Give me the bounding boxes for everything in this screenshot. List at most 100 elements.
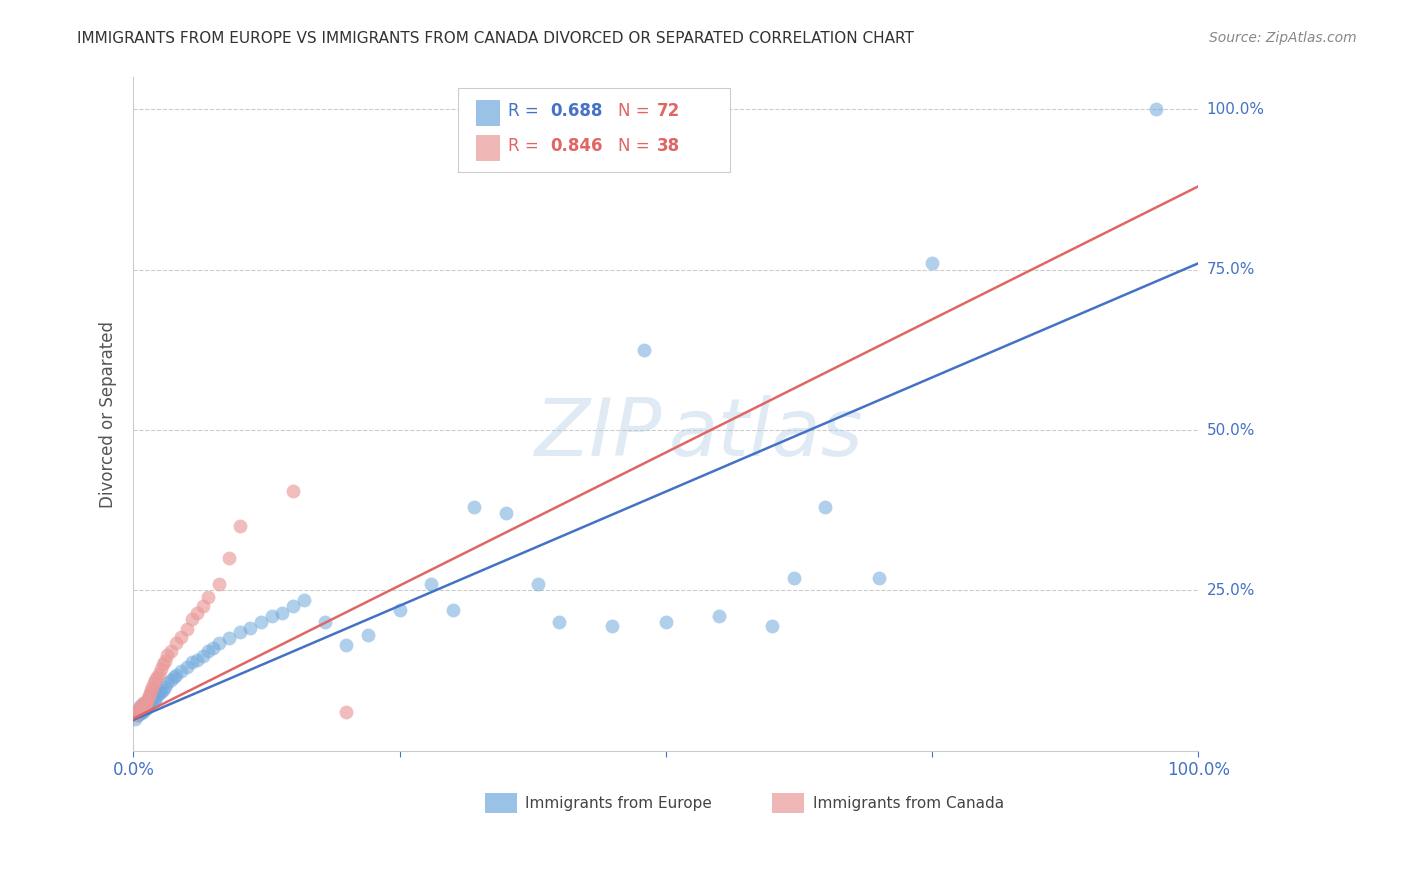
Text: 0.846: 0.846 — [551, 136, 603, 155]
Point — [165, 668, 187, 682]
Text: Immigrants from Europe: Immigrants from Europe — [526, 796, 711, 811]
Point — [292, 593, 315, 607]
Point — [159, 673, 181, 688]
Point — [165, 636, 187, 650]
Text: R =: R = — [508, 102, 544, 120]
Point — [132, 696, 155, 710]
Text: IMMIGRANTS FROM EUROPE VS IMMIGRANTS FROM CANADA DIVORCED OR SEPARATED CORRELATI: IMMIGRANTS FROM EUROPE VS IMMIGRANTS FRO… — [77, 31, 914, 46]
Point — [218, 632, 240, 646]
Point — [155, 654, 177, 668]
Point — [135, 702, 157, 716]
Point — [335, 705, 357, 719]
Point — [132, 702, 155, 716]
Point — [761, 618, 783, 632]
Point — [176, 622, 198, 636]
Point — [139, 692, 162, 706]
Point — [191, 648, 214, 663]
Point — [159, 644, 181, 658]
Point — [134, 700, 156, 714]
Point — [180, 612, 202, 626]
Point — [186, 653, 208, 667]
Point — [131, 698, 153, 713]
Point — [388, 602, 411, 616]
Bar — [772, 793, 804, 814]
Text: N =: N = — [617, 136, 655, 155]
Point — [633, 343, 655, 357]
Point — [868, 570, 890, 584]
Point — [229, 625, 252, 640]
Text: 25.0%: 25.0% — [1206, 582, 1254, 598]
Point — [191, 599, 214, 614]
Point — [148, 686, 170, 700]
Point — [131, 704, 153, 718]
Point — [152, 682, 174, 697]
Point — [170, 630, 193, 644]
Point — [132, 700, 155, 714]
Point — [141, 680, 163, 694]
Point — [127, 704, 149, 718]
Point — [135, 696, 157, 710]
Point — [141, 696, 163, 710]
Point — [141, 682, 163, 697]
Point — [128, 705, 150, 719]
Point — [142, 676, 165, 690]
Point — [124, 708, 146, 723]
Point — [150, 684, 173, 698]
Point — [548, 615, 571, 630]
Point — [707, 609, 730, 624]
Point — [136, 691, 159, 706]
Point — [314, 615, 336, 630]
Point — [136, 698, 159, 713]
Point — [156, 676, 179, 690]
Point — [782, 570, 804, 584]
Point — [921, 256, 943, 270]
FancyBboxPatch shape — [458, 87, 730, 171]
Point — [131, 700, 153, 714]
Point — [143, 692, 166, 706]
Point — [207, 577, 229, 591]
Y-axis label: Divorced or Separated: Divorced or Separated — [100, 320, 117, 508]
Point — [239, 621, 262, 635]
Point — [138, 689, 160, 703]
Bar — [485, 793, 516, 814]
Point — [197, 590, 219, 604]
Point — [218, 551, 240, 566]
Point — [145, 670, 167, 684]
Point — [124, 712, 146, 726]
Point — [163, 670, 186, 684]
Point — [335, 638, 357, 652]
Point — [129, 706, 152, 721]
Point — [125, 708, 148, 723]
Point — [202, 641, 225, 656]
Point — [420, 577, 443, 591]
Text: 0.688: 0.688 — [551, 102, 603, 120]
Text: R =: R = — [508, 136, 544, 155]
Point — [129, 702, 152, 716]
Bar — [477, 135, 499, 161]
Point — [463, 500, 485, 514]
Point — [136, 694, 159, 708]
Point — [142, 694, 165, 708]
Point — [138, 694, 160, 708]
Point — [197, 644, 219, 658]
Text: 38: 38 — [657, 136, 681, 155]
Point — [156, 648, 179, 662]
Point — [134, 698, 156, 712]
Point — [229, 519, 252, 533]
Point — [128, 702, 150, 716]
Point — [602, 618, 624, 632]
Point — [143, 673, 166, 688]
Point — [150, 662, 173, 676]
Point — [1144, 103, 1167, 117]
Text: Immigrants from Canada: Immigrants from Canada — [813, 796, 1004, 811]
Point — [132, 696, 155, 710]
Point — [132, 698, 155, 712]
Point — [129, 702, 152, 716]
Point — [139, 686, 162, 700]
Point — [176, 660, 198, 674]
Point — [128, 700, 150, 714]
Point — [155, 680, 177, 694]
Text: Source: ZipAtlas.com: Source: ZipAtlas.com — [1209, 31, 1357, 45]
Point — [132, 705, 155, 719]
Text: ZIP: ZIP — [536, 395, 662, 474]
